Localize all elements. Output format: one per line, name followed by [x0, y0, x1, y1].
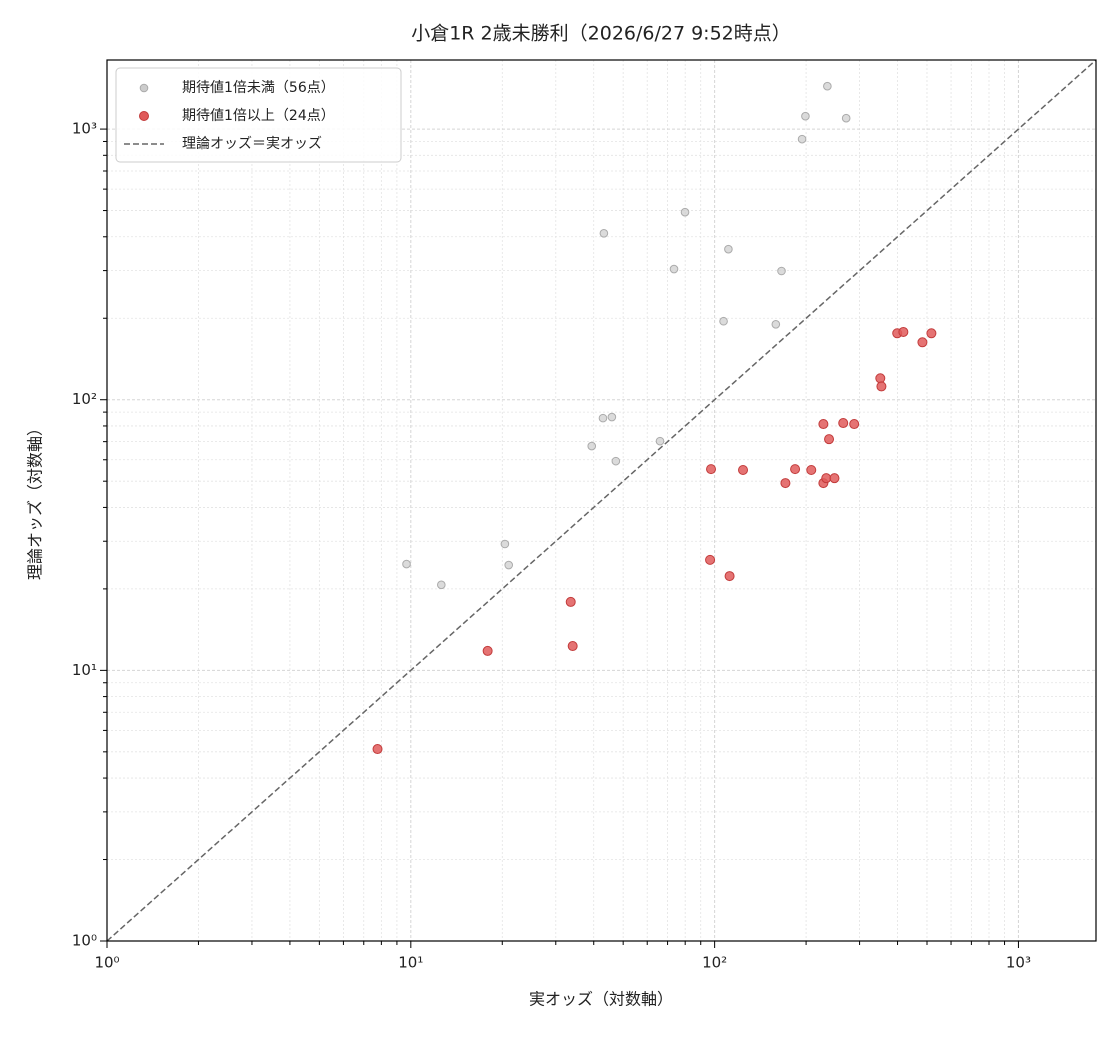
- y-axis-label: 理論オッズ（対数軸）: [26, 420, 45, 580]
- scatter-point: [838, 418, 849, 429]
- scatter-point: [926, 328, 937, 339]
- y-tick-label: 10²: [72, 390, 97, 408]
- x-tick-label: 10⁰: [94, 954, 119, 972]
- scatter-point: [806, 464, 817, 475]
- scatter-point: [797, 134, 807, 144]
- scatter-point: [611, 456, 621, 466]
- scatter-point: [771, 319, 781, 329]
- legend: 期待値1倍未満（56点） 期待値1倍以上（24点） 理論オッズ＝実オッズ: [115, 67, 402, 163]
- scatter-point: [587, 441, 597, 451]
- y-tick-label: 10⁰: [72, 932, 97, 950]
- scatter-point: [402, 559, 411, 569]
- legend-marker: [139, 83, 149, 93]
- x-tick-label: 10¹: [398, 954, 423, 972]
- x-tick-label: 10²: [702, 954, 727, 972]
- scatter-point: [705, 554, 716, 565]
- scatter-point: [801, 111, 810, 121]
- scatter-point: [724, 571, 735, 582]
- reference-line: [106, 59, 1097, 942]
- scatter-point: [829, 473, 840, 484]
- y-tick-label: 10³: [72, 120, 97, 138]
- x-tick-label: 10³: [1006, 954, 1031, 972]
- scatter-point: [738, 464, 749, 475]
- legend-text: 理論オッズ＝実オッズ: [182, 136, 322, 152]
- scatter-point: [898, 326, 909, 337]
- scatter-point: [504, 560, 514, 570]
- chart-title: 小倉1R 2歳未勝利（2026/6/27 9:52時点）: [411, 23, 791, 45]
- scatter-point: [780, 478, 791, 489]
- scatter-point: [706, 464, 717, 475]
- legend-text: 期待値1倍以上（24点）: [182, 108, 335, 124]
- scatter-point: [818, 419, 829, 430]
- scatter-point: [500, 539, 510, 549]
- scatter-point: [917, 337, 928, 348]
- scatter-point: [565, 596, 576, 607]
- scatter-point: [849, 419, 860, 430]
- scatter-point: [482, 645, 493, 656]
- legend-marker: [139, 111, 149, 121]
- scatter-point: [821, 473, 832, 484]
- scatter-point: [841, 113, 851, 123]
- legend-box: [115, 67, 402, 163]
- scatter-point: [724, 244, 733, 254]
- scatter-point: [567, 641, 578, 652]
- scatter-point: [598, 413, 608, 423]
- scatter-point: [372, 744, 383, 755]
- scatter-point: [876, 381, 887, 392]
- scatter-point: [437, 580, 446, 590]
- scatter-point: [719, 316, 728, 326]
- scatter-point: [669, 264, 679, 274]
- x-axis-label: 実オッズ（対数軸）: [529, 990, 673, 1009]
- scatter-point: [824, 434, 835, 445]
- scatter-point: [655, 436, 665, 446]
- scatter-point: [777, 266, 786, 276]
- scatter-point: [875, 373, 886, 384]
- scatter-point: [823, 81, 832, 91]
- legend-text: 期待値1倍未満（56点）: [182, 80, 335, 96]
- scatter-point: [607, 412, 617, 422]
- plot-frame: [106, 59, 1097, 942]
- scatter-point: [680, 207, 690, 217]
- y-tick-label: 10¹: [72, 661, 97, 679]
- scatter-point: [599, 229, 609, 238]
- scatter-point: [790, 464, 801, 475]
